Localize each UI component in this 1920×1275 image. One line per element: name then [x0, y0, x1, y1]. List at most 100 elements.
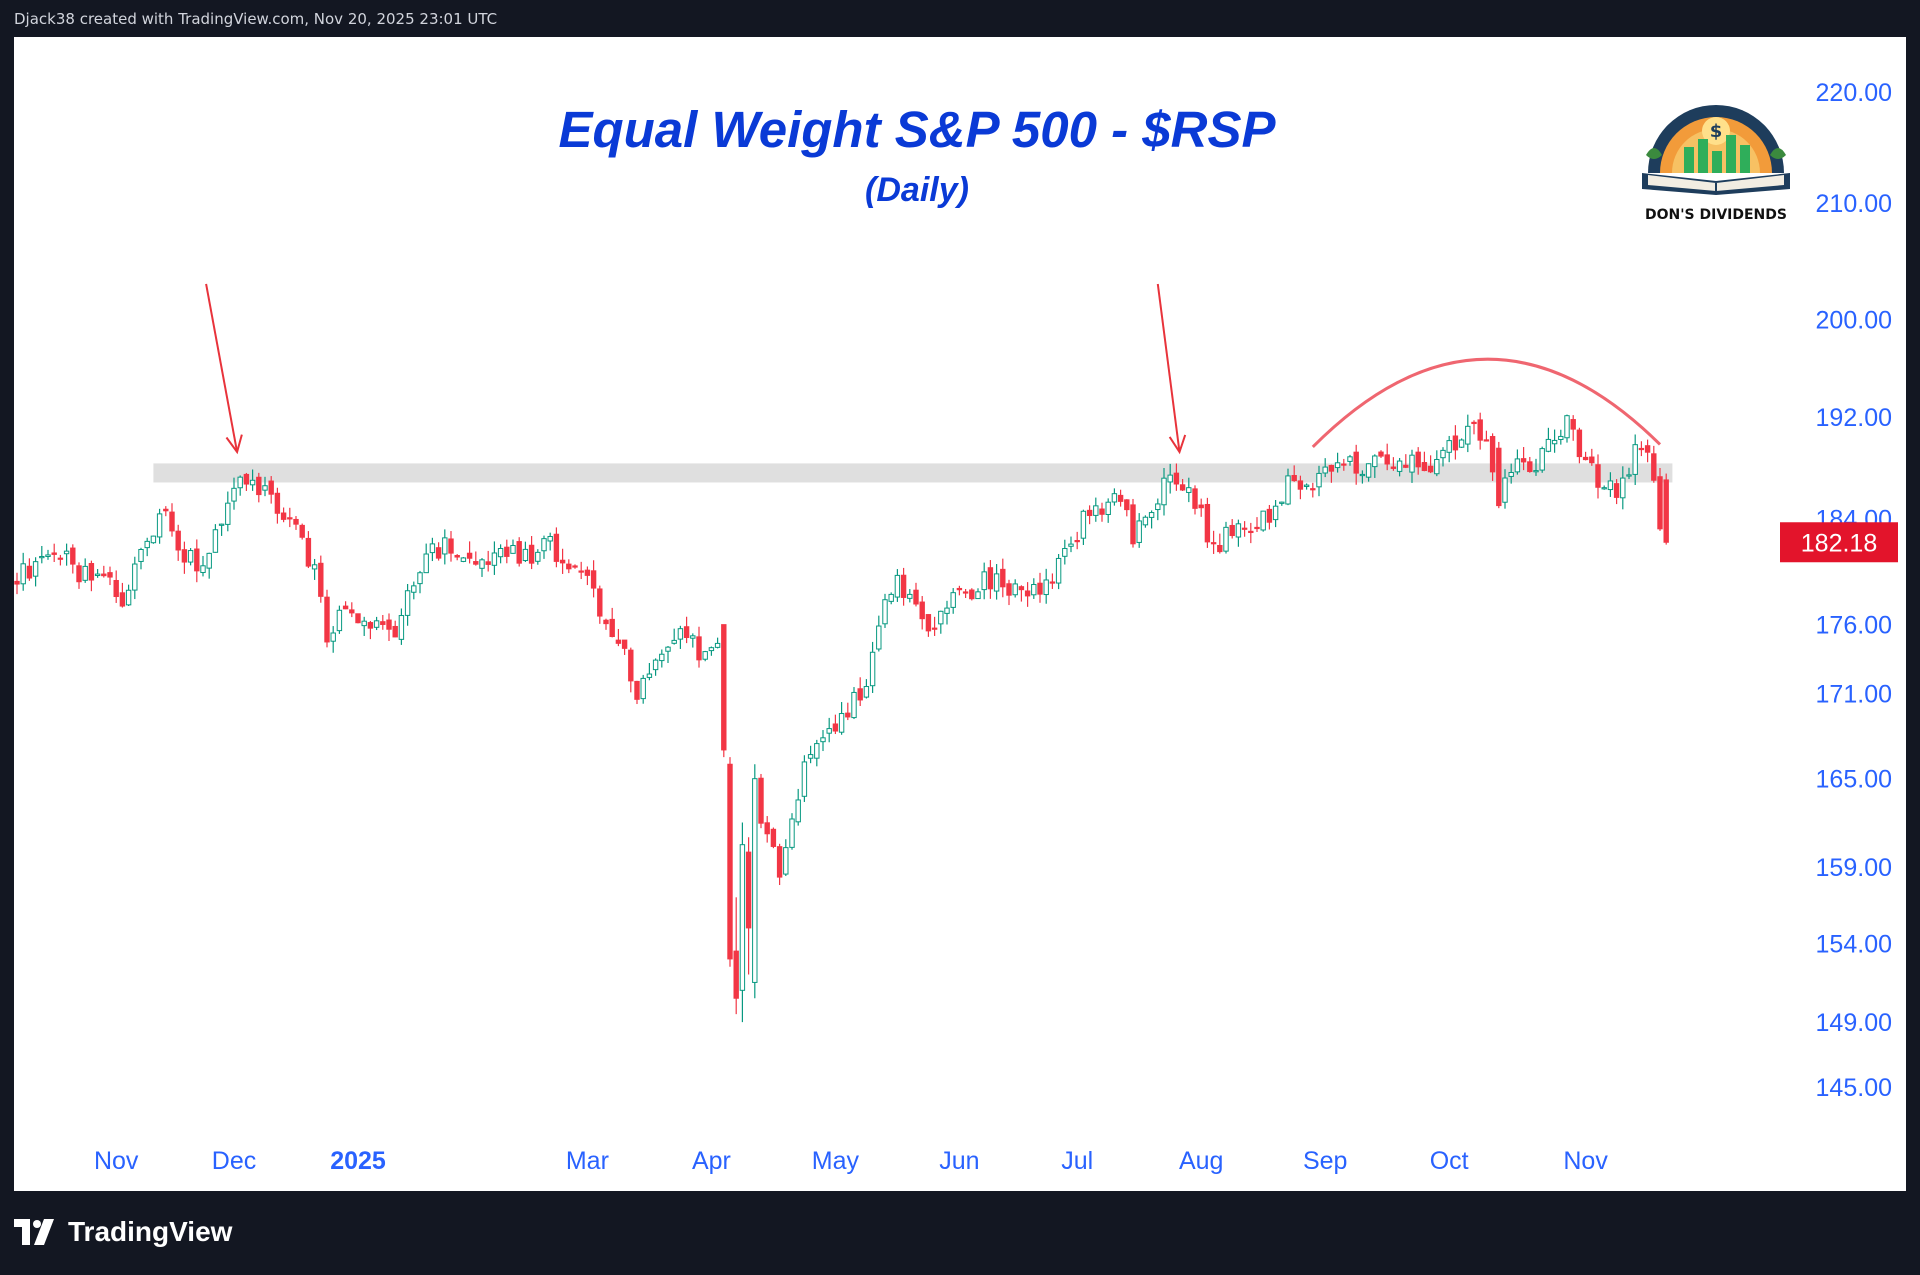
- candle: [1055, 553, 1062, 590]
- candle: [361, 616, 367, 636]
- candle-body: [597, 588, 603, 617]
- candle: [287, 507, 293, 528]
- candle-body: [1520, 458, 1527, 463]
- candle: [1198, 498, 1204, 517]
- candle-body: [559, 559, 566, 564]
- x-tick-label: Jun: [939, 1147, 979, 1175]
- candle: [1378, 450, 1384, 458]
- candle: [820, 730, 826, 752]
- candle: [88, 560, 95, 592]
- candle: [1024, 582, 1031, 607]
- candle-body: [882, 599, 888, 625]
- candle: [566, 559, 572, 574]
- tradingview-footer[interactable]: TradingView: [14, 1216, 232, 1248]
- candle-body: [373, 620, 380, 628]
- candle: [1632, 434, 1638, 486]
- candle-body: [1446, 440, 1452, 453]
- candle: [1570, 415, 1576, 441]
- candle: [218, 523, 225, 536]
- candle: [249, 469, 256, 491]
- candle: [1173, 463, 1180, 491]
- candle-body: [305, 537, 312, 567]
- candle-body: [1409, 454, 1415, 473]
- last-price-label: 182.18: [1801, 529, 1877, 557]
- candle: [1403, 454, 1409, 469]
- candle: [342, 601, 349, 610]
- candle: [590, 560, 597, 598]
- candle-body: [603, 619, 609, 625]
- candle-body: [318, 562, 324, 597]
- candle: [615, 628, 622, 647]
- candle-body: [1545, 438, 1552, 452]
- candle-body: [429, 543, 436, 554]
- candle-body: [1303, 484, 1310, 487]
- candle-body: [981, 571, 987, 591]
- candle: [392, 620, 398, 638]
- candle-body: [32, 561, 39, 577]
- candle: [1527, 456, 1533, 473]
- chart-panel[interactable]: 220.00 210.00 200.00 192.00 184.00 176.00 171.…: [14, 37, 1906, 1191]
- candle-body: [869, 651, 876, 687]
- candle-body: [739, 844, 746, 991]
- candle: [491, 541, 498, 575]
- candle-body: [218, 523, 225, 526]
- candle-body: [1570, 419, 1576, 430]
- candle-body: [181, 549, 188, 563]
- y-tick-label: 220.00: [1816, 79, 1892, 107]
- candle: [380, 614, 386, 630]
- candle-body: [826, 728, 832, 734]
- candle: [32, 557, 39, 587]
- candle-body: [26, 565, 33, 579]
- candle: [733, 897, 739, 1015]
- candle-body: [714, 642, 721, 648]
- candle: [789, 813, 795, 850]
- candle: [268, 476, 274, 504]
- candle-body: [1465, 425, 1471, 445]
- candle-body: [330, 632, 336, 642]
- candlestick-chart[interactable]: 220.00210.00200.00192.00184.00176.00171.…: [14, 37, 1906, 1191]
- candle: [70, 544, 76, 574]
- candle: [851, 687, 857, 720]
- candle-body: [1031, 584, 1037, 596]
- candle: [442, 529, 448, 565]
- candle: [1471, 420, 1477, 435]
- candle-body: [783, 847, 789, 875]
- candle-body: [1210, 542, 1217, 545]
- candle-body: [386, 619, 392, 630]
- candle-body: [956, 587, 963, 591]
- candle: [1136, 513, 1142, 548]
- candle: [795, 788, 801, 826]
- candle-body: [510, 545, 516, 554]
- candle: [1186, 477, 1192, 503]
- candle-body: [659, 653, 665, 662]
- candle: [584, 566, 591, 586]
- candle: [1130, 498, 1136, 548]
- candle-body: [1347, 456, 1353, 462]
- candle: [293, 516, 299, 530]
- candle: [1347, 454, 1353, 466]
- candle-body: [1341, 463, 1347, 466]
- candle: [355, 613, 361, 624]
- candle-body: [1204, 503, 1211, 543]
- candle-body: [1601, 487, 1607, 490]
- candle-body: [1539, 448, 1545, 471]
- candle: [1266, 504, 1273, 530]
- candle: [801, 755, 808, 802]
- candle-body: [820, 737, 826, 743]
- candle-body: [1638, 447, 1645, 451]
- candle: [448, 531, 454, 562]
- candle-body: [1266, 508, 1273, 523]
- candle-body: [1384, 454, 1390, 465]
- candle-body: [497, 548, 504, 558]
- candle-body: [1452, 435, 1459, 451]
- candle: [94, 569, 101, 578]
- candle-body: [652, 659, 659, 671]
- candle: [1080, 509, 1087, 545]
- candle: [1062, 539, 1068, 565]
- candle: [1483, 430, 1490, 442]
- candle: [82, 558, 88, 583]
- candle-body: [1390, 466, 1397, 469]
- candle-body: [411, 585, 417, 593]
- candle-body: [51, 552, 57, 555]
- candle: [429, 537, 436, 562]
